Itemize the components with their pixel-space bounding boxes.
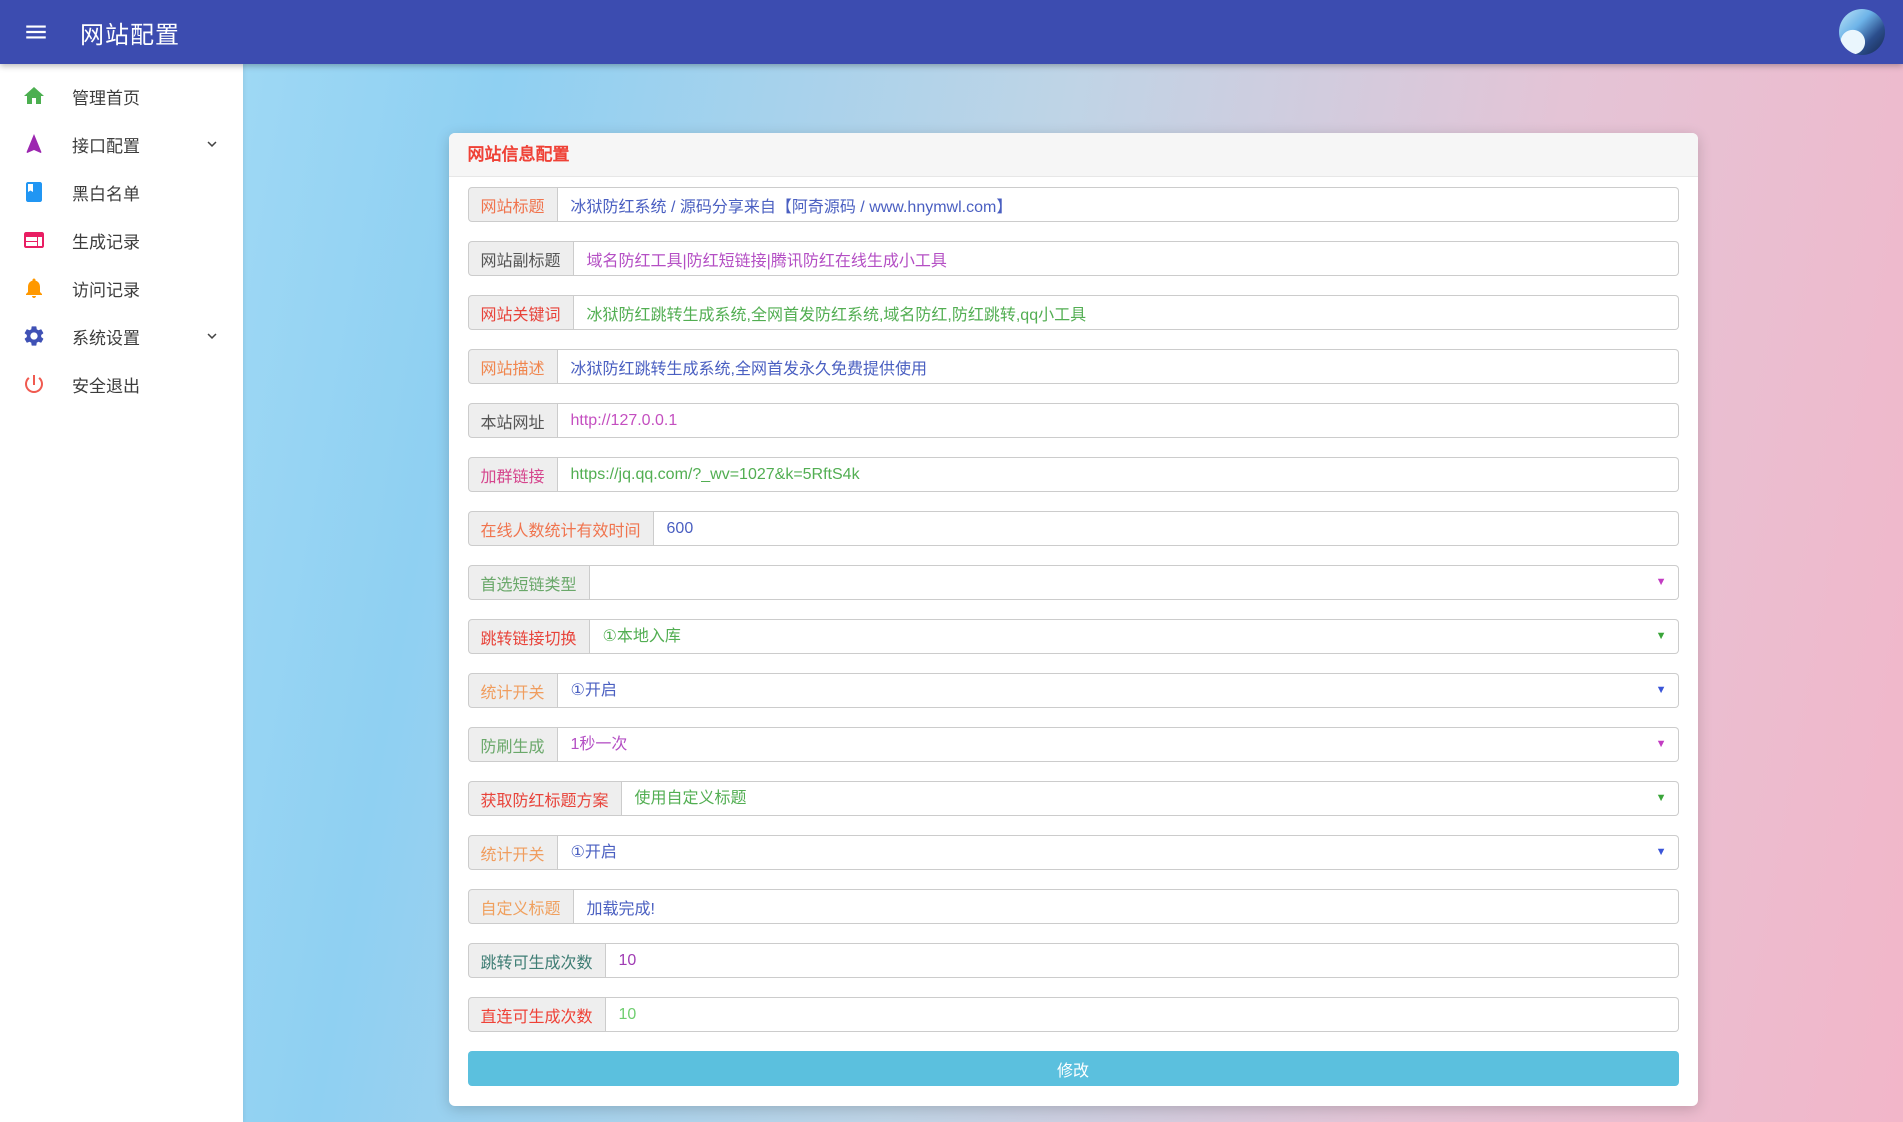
- sidebar: 管理首页接口配置黑白名单生成记录访问记录系统设置安全退出: [0, 64, 243, 1122]
- sidebar-item-generate-records[interactable]: 生成记录: [0, 216, 243, 264]
- field-input-site-subtitle[interactable]: [573, 241, 1679, 276]
- home-icon: [24, 87, 44, 104]
- select-value: 1秒一次: [570, 736, 628, 753]
- field-input-site-url[interactable]: [557, 403, 1679, 438]
- form-row-site-url: 本站网址: [467, 403, 1679, 438]
- main-area: 网站信息配置 网站标题网站副标题网站关键词网站描述本站网址加群链接在线人数统计有…: [243, 64, 1903, 1122]
- field-label-site-title: 网站标题: [467, 187, 558, 222]
- field-select-redirect-switch[interactable]: ①本地入库 ▼: [589, 619, 1679, 654]
- field-label-stats-switch-1: 统计开关: [467, 673, 558, 708]
- sidebar-item-label: 系统设置: [72, 328, 140, 348]
- field-select-anti-flood[interactable]: 1秒一次 ▼: [557, 727, 1679, 762]
- sidebar-item-visit-records[interactable]: 访问记录: [0, 264, 243, 312]
- field-label-stats-switch-2: 统计开关: [467, 835, 558, 870]
- book-icon: [26, 182, 42, 202]
- form-row-short-link-type: 首选短链类型 ▼: [467, 565, 1679, 600]
- form-row-title-scheme: 获取防红标题方案 使用自定义标题 ▼: [467, 781, 1679, 816]
- field-select-title-scheme[interactable]: 使用自定义标题 ▼: [621, 781, 1679, 816]
- field-input-site-title[interactable]: [557, 187, 1679, 222]
- gear-icon: [24, 326, 44, 346]
- top-navbar: 网站配置: [0, 0, 1903, 64]
- form-row-site-keywords: 网站关键词: [467, 295, 1679, 330]
- select-arrow-icon: ▼: [1655, 630, 1667, 642]
- config-form: 网站标题网站副标题网站关键词网站描述本站网址加群链接在线人数统计有效时间首选短链…: [449, 177, 1698, 1106]
- bell-icon: [26, 278, 42, 298]
- field-label-site-subtitle: 网站副标题: [467, 241, 574, 276]
- chevron-down-icon: [207, 141, 217, 147]
- field-label-redirect-switch: 跳转链接切换: [467, 619, 590, 654]
- form-row-site-description: 网站描述: [467, 349, 1679, 384]
- sidebar-item-label: 安全退出: [72, 376, 140, 396]
- select-arrow-icon: ▼: [1655, 846, 1667, 858]
- select-arrow-icon: ▼: [1655, 576, 1667, 588]
- form-row-site-title: 网站标题: [467, 187, 1679, 222]
- user-avatar[interactable]: [1839, 9, 1885, 55]
- form-row-stats-switch-1: 统计开关 ①开启 ▼: [467, 673, 1679, 708]
- card-title: 网站信息配置: [448, 133, 1698, 177]
- field-input-online-count-time[interactable]: [653, 511, 1679, 546]
- select-arrow-icon: ▼: [1655, 792, 1667, 804]
- field-label-site-url: 本站网址: [467, 403, 558, 438]
- submit-button[interactable]: 修改: [467, 1051, 1679, 1086]
- form-row-anti-flood: 防刷生成 1秒一次 ▼: [467, 727, 1679, 762]
- select-value: ①本地入库: [602, 628, 681, 645]
- chevron-down-icon: [207, 333, 217, 339]
- field-label-direct-gen-limit: 直连可生成次数: [467, 997, 606, 1032]
- form-row-site-subtitle: 网站副标题: [467, 241, 1679, 276]
- sidebar-item-api-config[interactable]: 接口配置: [0, 120, 243, 168]
- field-select-stats-switch-1[interactable]: ①开启 ▼: [557, 673, 1679, 708]
- sidebar-item-label: 接口配置: [72, 136, 140, 156]
- field-select-stats-switch-2[interactable]: ①开启 ▼: [557, 835, 1679, 870]
- form-row-stats-switch-2: 统计开关 ①开启 ▼: [467, 835, 1679, 870]
- sidebar-item-label: 访问记录: [72, 280, 140, 300]
- sidebar-item-label: 生成记录: [72, 232, 140, 252]
- form-row-direct-gen-limit: 直连可生成次数: [467, 997, 1679, 1032]
- field-label-anti-flood: 防刷生成: [467, 727, 558, 762]
- select-value: 使用自定义标题: [634, 790, 747, 807]
- form-row-online-count-time: 在线人数统计有效时间: [467, 511, 1679, 546]
- field-input-site-keywords[interactable]: [573, 295, 1679, 330]
- field-input-direct-gen-limit[interactable]: [605, 997, 1679, 1032]
- field-label-short-link-type: 首选短链类型: [467, 565, 590, 600]
- field-label-group-link: 加群链接: [467, 457, 558, 492]
- field-label-site-keywords: 网站关键词: [467, 295, 574, 330]
- sidebar-item-label: 管理首页: [72, 88, 140, 108]
- field-label-site-description: 网站描述: [467, 349, 558, 384]
- field-input-site-description[interactable]: [557, 349, 1679, 384]
- field-input-group-link[interactable]: [557, 457, 1679, 492]
- select-arrow-icon: ▼: [1655, 684, 1667, 696]
- sidebar-item-home[interactable]: 管理首页: [0, 72, 243, 120]
- card-icon: [24, 232, 44, 248]
- sidebar-item-blacklist[interactable]: 黑白名单: [0, 168, 243, 216]
- field-label-redirect-gen-limit: 跳转可生成次数: [467, 943, 606, 978]
- field-label-title-scheme: 获取防红标题方案: [467, 781, 622, 816]
- select-arrow-icon: ▼: [1655, 738, 1667, 750]
- field-label-custom-title: 自定义标题: [467, 889, 574, 924]
- page-title: 网站配置: [80, 21, 180, 49]
- menu-icon: [26, 25, 46, 39]
- hamburger-menu-icon[interactable]: [14, 10, 58, 54]
- field-input-redirect-gen-limit[interactable]: [605, 943, 1679, 978]
- select-value: ①开启: [570, 844, 617, 861]
- field-label-online-count-time: 在线人数统计有效时间: [467, 511, 654, 546]
- power-icon: [25, 375, 43, 393]
- config-card: 网站信息配置 网站标题网站副标题网站关键词网站描述本站网址加群链接在线人数统计有…: [448, 133, 1698, 1106]
- form-row-group-link: 加群链接: [467, 457, 1679, 492]
- sidebar-item-system-settings[interactable]: 系统设置: [0, 312, 243, 360]
- form-row-custom-title: 自定义标题: [467, 889, 1679, 924]
- field-input-custom-title[interactable]: [573, 889, 1679, 924]
- form-row-redirect-gen-limit: 跳转可生成次数: [467, 943, 1679, 978]
- sidebar-item-label: 黑白名单: [72, 184, 140, 204]
- form-row-redirect-switch: 跳转链接切换 ①本地入库 ▼: [467, 619, 1679, 654]
- sidebar-item-logout[interactable]: 安全退出: [0, 360, 243, 408]
- select-value: ①开启: [570, 682, 617, 699]
- navigation-icon: [26, 134, 42, 153]
- field-select-short-link-type[interactable]: ▼: [589, 565, 1679, 600]
